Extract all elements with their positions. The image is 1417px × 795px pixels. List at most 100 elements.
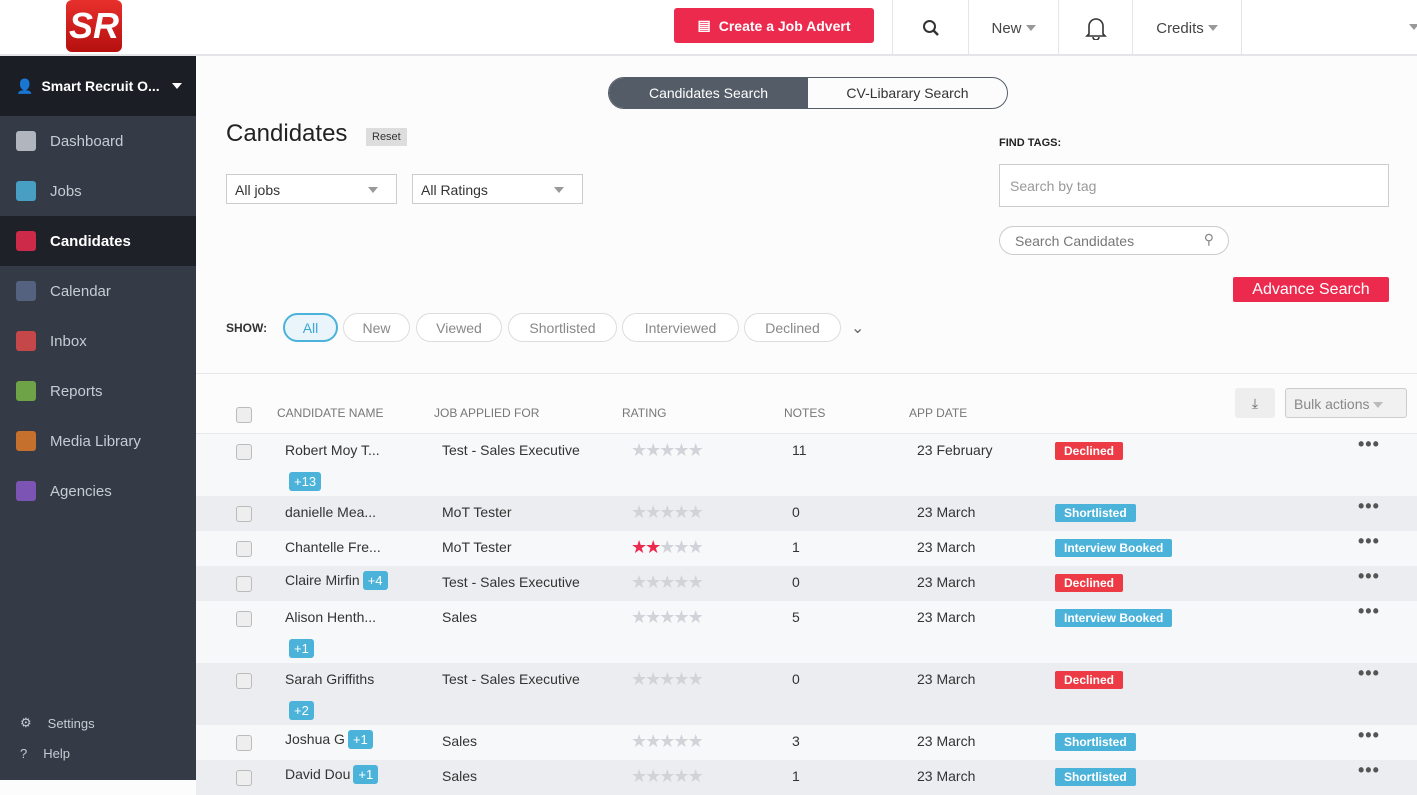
candidate-name-link[interactable]: Joshua G <box>285 731 345 747</box>
more-options-icon[interactable]: ••• <box>1358 531 1380 551</box>
star-icon: ★ <box>673 572 689 592</box>
tag-count-badge[interactable]: +1 <box>289 639 314 658</box>
header-job[interactable]: JOB APPLIED FOR <box>434 406 540 420</box>
header-notes[interactable]: NOTES <box>784 406 826 420</box>
row-checkbox[interactable] <box>236 611 252 627</box>
table-row[interactable]: David Dou +1 Sales ★★★★★ 1 23 March Short… <box>196 760 1417 795</box>
candidate-name-link[interactable]: danielle Mea... <box>285 504 377 520</box>
more-options-icon[interactable]: ••• <box>1358 566 1380 586</box>
rating-stars[interactable]: ★★★★★ <box>631 440 704 461</box>
candidate-name-link[interactable]: Chantelle Fre... <box>285 539 381 555</box>
notes-count: 0 <box>792 574 800 590</box>
filter-interviewed[interactable]: Interviewed <box>622 313 739 342</box>
candidate-name-link[interactable]: Alison Henth... <box>285 609 377 625</box>
header-candidate-name[interactable]: CANDIDATE NAME <box>277 406 384 420</box>
rating-stars[interactable]: ★★★★★ <box>631 607 704 628</box>
advance-search-button[interactable]: Advance Search <box>1233 277 1389 302</box>
new-menu[interactable]: New <box>968 0 1058 56</box>
star-icon: ★ <box>645 607 661 627</box>
chevron-down-icon[interactable]: ⌄ <box>851 320 865 337</box>
sidebar-item-jobs[interactable]: Jobs <box>0 166 196 216</box>
notifications-button[interactable] <box>1058 0 1132 56</box>
star-icon: ★ <box>659 537 675 557</box>
row-checkbox[interactable] <box>236 770 252 786</box>
table-row[interactable]: Sarah Griffiths +2 Test - Sales Executive… <box>196 663 1417 725</box>
jobs-select[interactable]: All jobs <box>226 174 397 204</box>
tag-count-badge[interactable]: +1 <box>353 765 379 784</box>
candidate-name-link[interactable]: Robert Moy T... <box>285 442 380 458</box>
star-icon: ★ <box>659 766 675 786</box>
rating-stars[interactable]: ★★★★★ <box>631 537 704 558</box>
star-icon: ★ <box>673 669 689 689</box>
candidate-name-cell: David Dou +1 <box>285 765 379 784</box>
help-link[interactable]: ? Help <box>20 746 70 761</box>
tag-count-badge[interactable]: +2 <box>289 701 314 720</box>
rating-stars[interactable]: ★★★★★ <box>631 572 704 593</box>
star-icon: ★ <box>631 607 647 627</box>
rating-stars[interactable]: ★★★★★ <box>631 669 704 690</box>
sidebar-item-media-library[interactable]: Media Library <box>0 416 196 466</box>
star-icon: ★ <box>687 731 704 751</box>
candidate-name-link[interactable]: Sarah Griffiths <box>285 671 375 687</box>
user-settings-icon: 👤 <box>16 77 34 94</box>
more-options-icon[interactable]: ••• <box>1358 760 1380 780</box>
row-checkbox[interactable] <box>236 673 252 689</box>
select-all-checkbox[interactable] <box>236 407 252 423</box>
more-options-icon[interactable]: ••• <box>1358 434 1380 454</box>
tab-cv-library-search[interactable]: CV-Libarary Search <box>846 85 969 101</box>
table-row[interactable]: Chantelle Fre... MoT Tester ★★★★★ 1 23 M… <box>196 531 1417 566</box>
sidebar-item-dashboard[interactable]: Dashboard <box>0 116 196 166</box>
table-row[interactable]: Claire Mirfin +4 Test - Sales Executive ★… <box>196 566 1417 601</box>
download-button[interactable]: ⤓ <box>1235 388 1275 418</box>
chevron-down-icon[interactable] <box>1409 24 1417 30</box>
row-checkbox[interactable] <box>236 444 252 460</box>
filter-all[interactable]: All <box>283 313 338 342</box>
row-checkbox[interactable] <box>236 576 252 592</box>
bulk-actions-select[interactable]: Bulk actions <box>1285 388 1407 418</box>
tag-count-badge[interactable]: +1 <box>347 730 373 749</box>
table-row[interactable]: Alison Henth... +1 Sales ★★★★★ 5 23 March… <box>196 601 1417 663</box>
header-app-date[interactable]: APP DATE <box>909 406 968 420</box>
credits-menu[interactable]: Credits <box>1132 0 1242 56</box>
candidate-name-link[interactable]: David Dou <box>285 766 351 782</box>
logo[interactable]: SR <box>66 0 122 52</box>
tag-count-badge[interactable]: +13 <box>289 472 322 491</box>
sidebar-item-candidates[interactable]: Candidates <box>0 216 196 266</box>
row-checkbox[interactable] <box>236 506 252 522</box>
header-rating[interactable]: RATING <box>622 406 667 420</box>
tag-search-input[interactable]: Search by tag <box>999 164 1389 207</box>
filter-declined[interactable]: Declined <box>744 313 841 342</box>
table-row[interactable]: danielle Mea... MoT Tester ★★★★★ 0 23 Ma… <box>196 496 1417 531</box>
sidebar-item-calendar[interactable]: Calendar <box>0 266 196 316</box>
rating-stars[interactable]: ★★★★★ <box>631 502 704 523</box>
more-options-icon[interactable]: ••• <box>1358 663 1380 683</box>
table-row[interactable]: Robert Moy T... +13 Test - Sales Executiv… <box>196 434 1417 496</box>
tab-candidates-search[interactable]: Candidates Search <box>609 78 808 108</box>
account-switcher[interactable]: 👤 Smart Recruit O... <box>0 56 196 116</box>
sidebar-item-inbox[interactable]: Inbox <box>0 316 196 366</box>
rating-stars[interactable]: ★★★★★ <box>631 731 704 752</box>
star-icon: ★ <box>645 440 661 460</box>
search-button[interactable] <box>892 0 968 56</box>
filter-viewed[interactable]: Viewed <box>416 313 502 342</box>
settings-link[interactable]: ⚙ Settings <box>20 715 95 731</box>
filter-shortlisted[interactable]: Shortlisted <box>508 313 617 342</box>
more-options-icon[interactable]: ••• <box>1358 601 1380 621</box>
agencies-icon <box>16 481 36 501</box>
reset-button[interactable]: Reset <box>366 128 407 146</box>
more-options-icon[interactable]: ••• <box>1358 496 1380 516</box>
ratings-select[interactable]: All Ratings <box>412 174 583 204</box>
rating-stars[interactable]: ★★★★★ <box>631 766 704 787</box>
table-row[interactable]: Joshua G +1 Sales ★★★★★ 3 23 March Shortl… <box>196 725 1417 760</box>
sidebar-item-agencies[interactable]: Agencies <box>0 466 196 516</box>
row-checkbox[interactable] <box>236 541 252 557</box>
tag-count-badge[interactable]: +4 <box>362 571 388 590</box>
more-options-icon[interactable]: ••• <box>1358 725 1380 745</box>
row-checkbox[interactable] <box>236 735 252 751</box>
create-job-advert-button[interactable]: ▤ Create a Job Advert <box>674 8 874 43</box>
search-candidates-input[interactable]: Search Candidates ⚲ <box>999 226 1229 255</box>
filter-new[interactable]: New <box>343 313 410 342</box>
candidate-name-link[interactable]: Claire Mirfin <box>285 572 360 588</box>
star-icon: ★ <box>659 607 675 627</box>
sidebar-item-reports[interactable]: Reports <box>0 366 196 416</box>
